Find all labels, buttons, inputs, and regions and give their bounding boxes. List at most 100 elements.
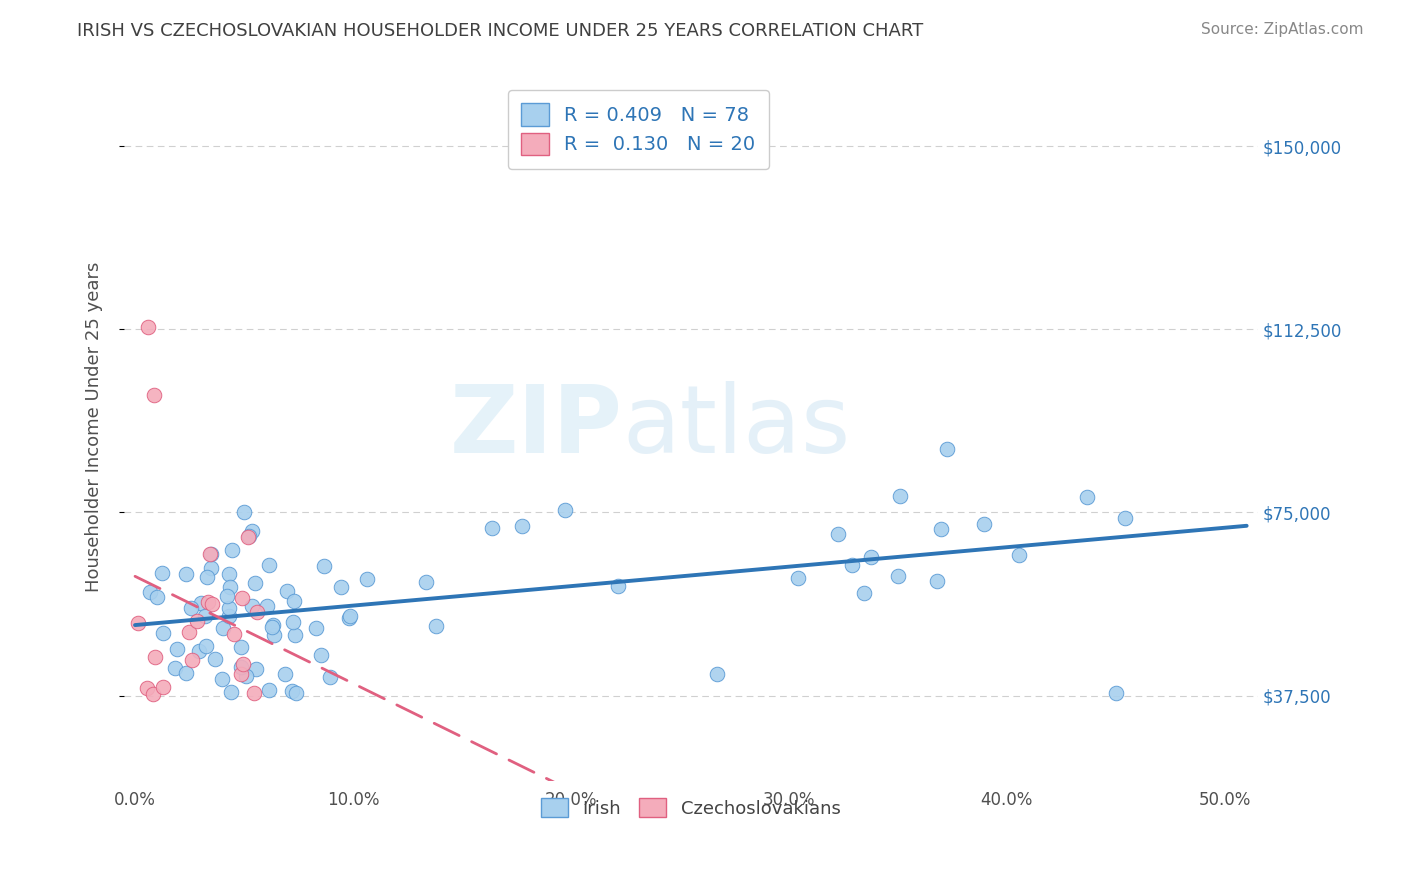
Point <box>481 521 503 535</box>
Text: Source: ZipAtlas.com: Source: ZipAtlas.com <box>1201 22 1364 37</box>
Point <box>929 522 952 536</box>
Point <box>235 669 257 683</box>
Point <box>309 648 332 662</box>
Point <box>339 608 361 623</box>
Point <box>425 619 447 633</box>
Point <box>190 596 212 610</box>
Point <box>215 589 238 603</box>
Point <box>218 601 240 615</box>
Point <box>1008 548 1031 562</box>
Point <box>243 576 266 591</box>
Point <box>281 684 304 698</box>
Point <box>860 550 883 565</box>
Point <box>554 503 576 517</box>
Point <box>127 616 149 631</box>
Point <box>283 628 305 642</box>
Point <box>319 670 342 684</box>
Point <box>827 527 849 541</box>
Point <box>186 615 208 629</box>
Point <box>246 606 269 620</box>
Point <box>263 627 285 641</box>
Point <box>304 621 326 635</box>
Point <box>240 524 263 538</box>
Point <box>150 566 173 581</box>
Point <box>787 571 810 585</box>
Point <box>204 652 226 666</box>
Point <box>232 505 254 519</box>
Point <box>166 642 188 657</box>
Point <box>706 666 728 681</box>
Point <box>180 601 202 615</box>
Text: ZIP: ZIP <box>450 381 623 473</box>
Point <box>841 558 863 572</box>
Point <box>936 442 959 456</box>
Text: IRISH VS CZECHOSLOVAKIAN HOUSEHOLDER INCOME UNDER 25 YEARS CORRELATION CHART: IRISH VS CZECHOSLOVAKIAN HOUSEHOLDER INC… <box>77 22 924 40</box>
Point <box>232 657 254 671</box>
Point <box>257 558 280 572</box>
Point <box>142 687 165 701</box>
Point <box>194 639 217 653</box>
Point <box>176 665 198 680</box>
Point <box>314 558 336 573</box>
Point <box>236 530 259 544</box>
Point <box>925 574 948 588</box>
Point <box>260 620 283 634</box>
Point <box>198 547 221 561</box>
Text: atlas: atlas <box>623 381 851 473</box>
Point <box>200 561 222 575</box>
Point <box>136 681 159 695</box>
Point <box>152 680 174 694</box>
Point <box>188 643 211 657</box>
Point <box>195 570 218 584</box>
Point <box>240 599 263 614</box>
Point <box>229 666 252 681</box>
Point <box>165 661 187 675</box>
Point <box>256 599 278 614</box>
Point <box>139 584 162 599</box>
Point <box>243 686 266 700</box>
Point <box>218 567 240 582</box>
Point <box>285 686 308 700</box>
Point <box>146 591 169 605</box>
Point <box>180 653 202 667</box>
Point <box>229 640 252 654</box>
Point <box>329 580 352 594</box>
Point <box>852 585 875 599</box>
Point <box>219 685 242 699</box>
Point <box>238 529 260 543</box>
Point <box>1105 686 1128 700</box>
Point <box>177 625 200 640</box>
Point <box>212 621 235 635</box>
Point <box>262 618 284 632</box>
Point <box>219 580 242 594</box>
Point <box>231 660 253 674</box>
Point <box>889 490 911 504</box>
Point <box>259 683 281 698</box>
Point <box>274 666 297 681</box>
Point <box>221 542 243 557</box>
Point <box>152 625 174 640</box>
Point <box>218 609 240 624</box>
Point <box>415 575 437 590</box>
Point <box>201 597 224 611</box>
Point <box>356 572 378 586</box>
Point <box>211 672 233 686</box>
Point <box>276 583 298 598</box>
Point <box>245 662 267 676</box>
Point <box>143 649 166 664</box>
Point <box>200 547 222 561</box>
Point <box>283 594 305 608</box>
Legend: Irish, Czechoslovakians: Irish, Czechoslovakians <box>534 791 848 825</box>
Point <box>337 611 360 625</box>
Point <box>231 591 253 605</box>
Point <box>174 567 197 582</box>
Point <box>281 615 304 629</box>
Point <box>607 578 630 592</box>
Point <box>197 595 219 609</box>
Point <box>194 609 217 624</box>
Point <box>136 319 159 334</box>
Point <box>142 388 165 402</box>
Point <box>887 568 910 582</box>
Point <box>1076 490 1098 504</box>
Point <box>1114 510 1136 524</box>
